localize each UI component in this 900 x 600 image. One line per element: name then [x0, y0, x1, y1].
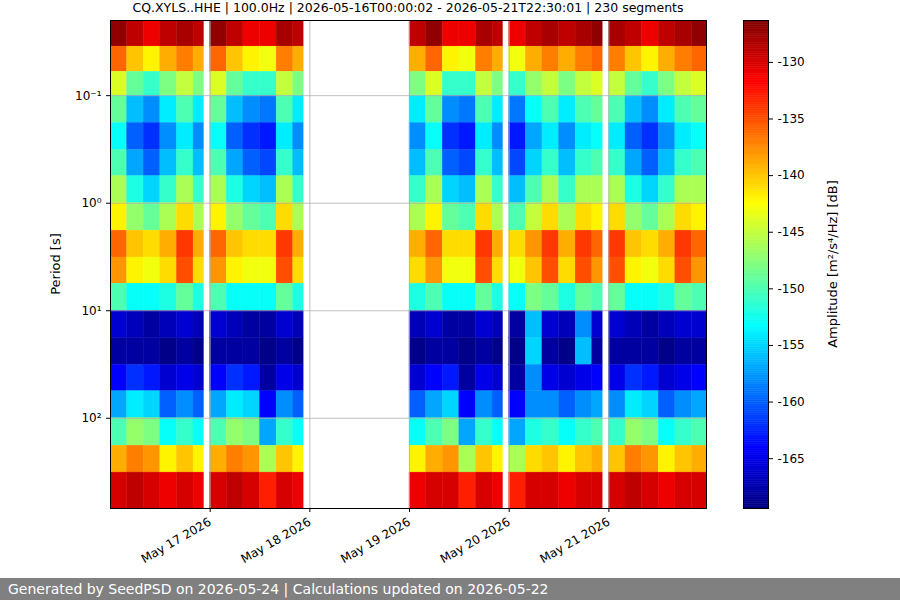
html-text:Generated by SeedPSD on 2026-0: Generated by SeedPSD on 2026-05-24 | Cal… — [8, 581, 549, 597]
html-text:Period [s]: Period [s] — [48, 233, 63, 295]
svg-text:-130: -130 — [778, 55, 805, 69]
svg-text:May 19 2026: May 19 2026 — [338, 515, 413, 566]
svg-text:May 18 2026: May 18 2026 — [239, 515, 314, 566]
html-text:CQ.XYLS..HHE | 100.0Hz | 2026-: CQ.XYLS..HHE | 100.0Hz | 2026-05-16T00:0… — [132, 0, 684, 15]
svg-text:-150: -150 — [778, 282, 805, 296]
svg-text:-135: -135 — [778, 112, 805, 126]
svg-text:May 20 2026: May 20 2026 — [438, 515, 513, 566]
svg-text:10²: 10² — [81, 411, 101, 425]
svg-text:-165: -165 — [778, 452, 805, 466]
svg-text:-160: -160 — [778, 395, 805, 409]
svg-text:10⁻¹: 10⁻¹ — [75, 89, 102, 103]
svg-text:10¹: 10¹ — [81, 304, 101, 318]
svg-text:-155: -155 — [778, 338, 805, 352]
svg-text:-140: -140 — [778, 168, 805, 182]
svg-text:-145: -145 — [778, 225, 805, 239]
svg-text:May 17 2026: May 17 2026 — [139, 515, 214, 566]
html-text:Amplitude [m²/s⁴/Hz] [dB]: Amplitude [m²/s⁴/Hz] [dB] — [824, 180, 839, 348]
svg-text:10⁰: 10⁰ — [81, 196, 101, 210]
svg-text:May 21 2026: May 21 2026 — [538, 515, 613, 566]
